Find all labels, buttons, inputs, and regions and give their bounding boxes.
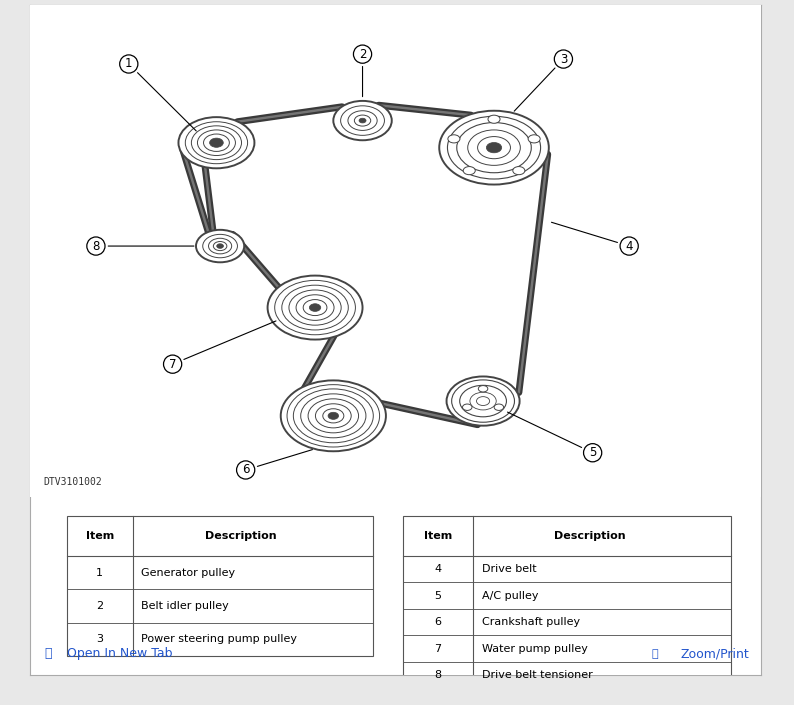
Circle shape [439,111,549,185]
Text: 6: 6 [242,450,312,477]
Text: 5: 5 [434,591,441,601]
Circle shape [448,135,460,143]
Circle shape [488,115,500,123]
Bar [403,517,731,688]
Circle shape [359,118,366,123]
Text: 8: 8 [92,240,194,252]
Circle shape [268,276,363,340]
Text: 3: 3 [96,634,103,644]
Circle shape [210,138,223,147]
Text: Generator pulley: Generator pulley [141,568,236,577]
Text: Item: Item [424,532,452,541]
Text: 4: 4 [434,564,441,575]
Text: Description: Description [553,532,626,541]
Text: Item: Item [86,532,114,541]
Circle shape [281,381,386,451]
Circle shape [328,412,338,419]
Circle shape [463,404,472,410]
Circle shape [528,135,540,143]
Text: DTV3101002: DTV3101002 [44,477,102,487]
Text: Power steering pump pulley: Power steering pump pulley [141,634,298,644]
Text: 4: 4 [552,222,633,252]
Text: Description: Description [205,532,277,541]
Circle shape [494,404,503,410]
Circle shape [446,376,519,426]
Circle shape [487,142,502,153]
Circle shape [179,117,254,168]
Circle shape [196,230,245,262]
Text: Crankshaft pulley: Crankshaft pulley [482,617,580,627]
Text: ⧉: ⧉ [44,647,52,660]
Circle shape [463,166,476,175]
Text: Water pump pulley: Water pump pulley [482,644,588,654]
Text: Drive belt tensioner: Drive belt tensioner [482,670,593,680]
Circle shape [217,244,223,248]
Text: 🔍: 🔍 [651,649,657,658]
Circle shape [513,166,525,175]
Text: 7: 7 [169,321,276,371]
Text: 5: 5 [507,412,596,459]
Text: 2: 2 [359,48,366,97]
Text: 2: 2 [96,601,103,611]
Text: Open In New Tab: Open In New Tab [67,647,172,660]
Text: 6: 6 [434,617,441,627]
Text: A/C pulley: A/C pulley [482,591,538,601]
Text: 8: 8 [434,670,441,680]
Text: Zoom/Print: Zoom/Print [680,647,749,660]
Bar [67,517,373,656]
Text: 1: 1 [125,58,196,131]
Text: Belt idler pulley: Belt idler pulley [141,601,229,611]
Text: 7: 7 [434,644,441,654]
Text: 1: 1 [96,568,103,577]
Circle shape [310,304,321,312]
Circle shape [478,386,488,392]
Text: 3: 3 [515,53,567,111]
Text: Drive belt: Drive belt [482,564,537,575]
Circle shape [333,101,391,140]
